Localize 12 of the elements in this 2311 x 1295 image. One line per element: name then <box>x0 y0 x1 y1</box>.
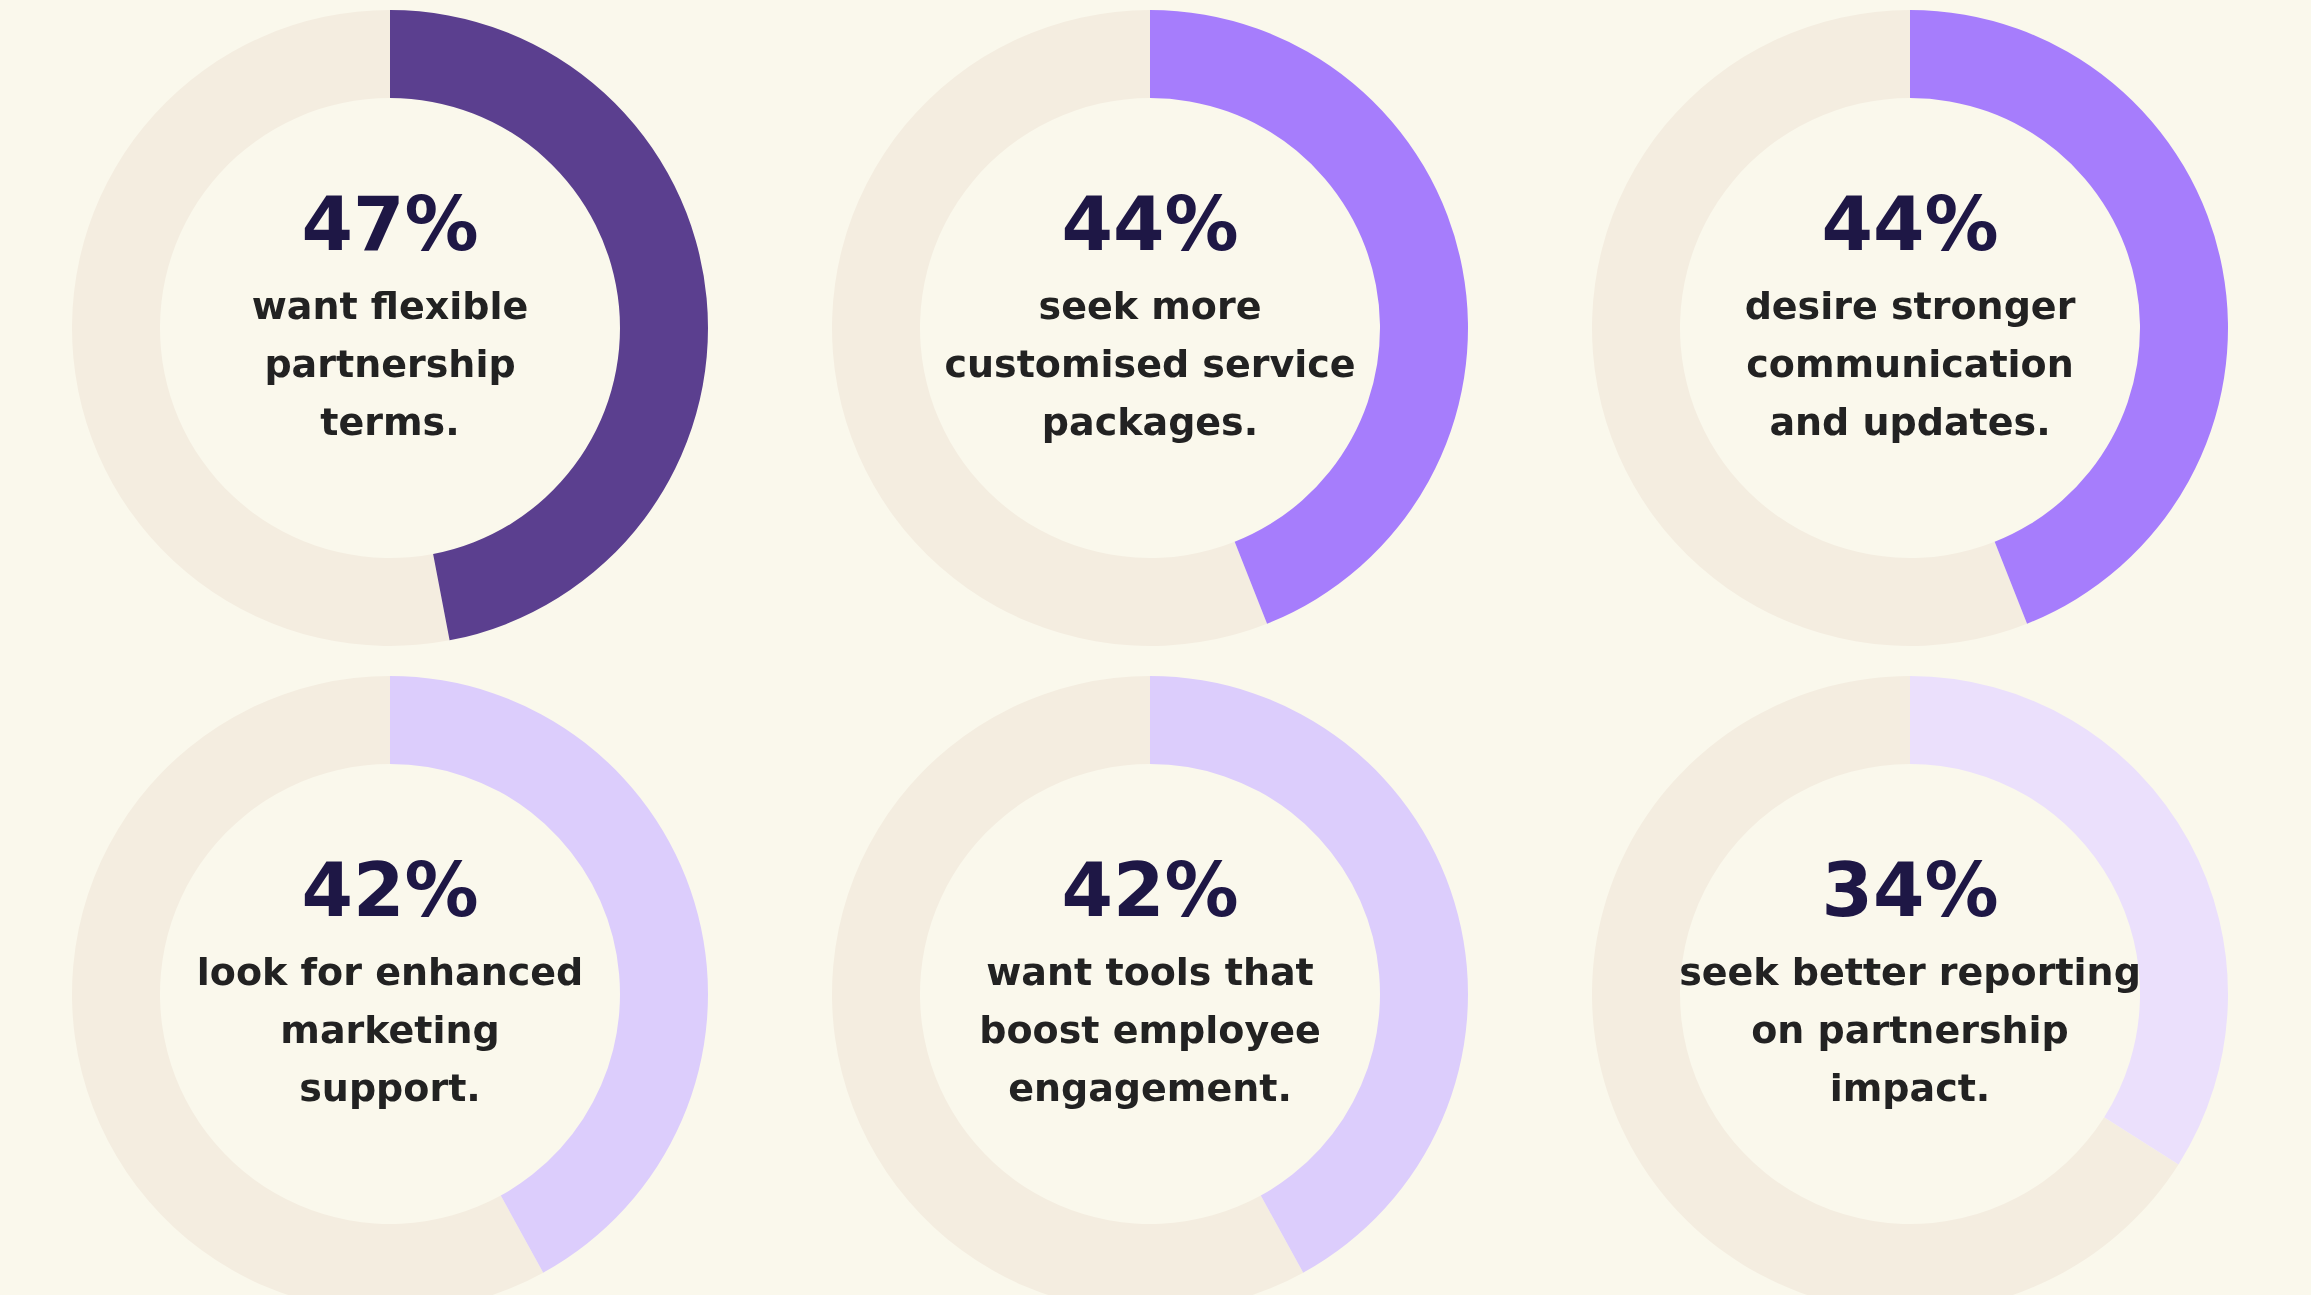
text: seek more customised service packages. <box>944 284 1356 444</box>
text: seek better reporting on partnership impact. <box>1679 950 2141 1110</box>
data-label: 42% <box>301 847 479 933</box>
data-label: 34% <box>1821 847 1999 933</box>
text: look for enhanced marketing support. <box>196 950 584 1110</box>
data-label: 44% <box>1061 181 1239 267</box>
data-label: 44% <box>1821 181 1999 267</box>
data-label: 42% <box>1061 847 1239 933</box>
data-label: 47% <box>301 181 479 267</box>
text: desire stronger communication and updates. <box>1744 284 2076 444</box>
text: want flexible partnership terms. <box>251 284 529 444</box>
text: want tools that boost employee engagement. <box>979 950 1321 1110</box>
